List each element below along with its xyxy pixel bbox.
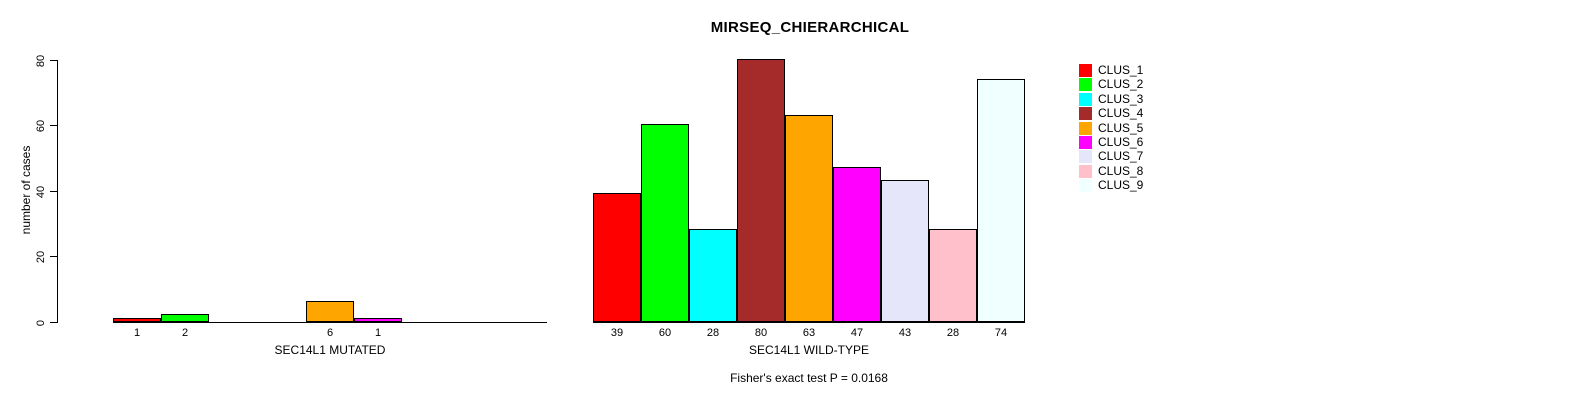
y-axis-tick xyxy=(50,125,57,126)
mutated-xlabel: SEC14L1 MUTATED xyxy=(274,343,386,357)
legend-label: CLUS_1 xyxy=(1098,63,1144,77)
bar-clus_6 xyxy=(833,167,881,322)
bar-value-label: 1 xyxy=(374,327,382,339)
chart-title: MIRSEQ_CHIERARCHICAL xyxy=(710,19,910,36)
legend-item: CLUS_6 xyxy=(1079,134,1144,149)
legend-swatch xyxy=(1079,121,1092,135)
bar-value-label: 2 xyxy=(181,327,189,339)
legend-label: CLUS_9 xyxy=(1098,178,1144,193)
bar-clus_6 xyxy=(354,318,402,322)
bar-clus_9 xyxy=(977,79,1025,322)
y-axis-tick-label: 60 xyxy=(35,119,47,132)
bar-clus_2 xyxy=(161,314,209,322)
bar-clus_1 xyxy=(593,193,641,322)
y-axis-tick xyxy=(50,191,57,192)
legend-item: CLUS_9 xyxy=(1079,178,1144,193)
legend-swatch xyxy=(1079,164,1092,178)
y-axis-tick xyxy=(50,256,57,257)
legend-label: CLUS_6 xyxy=(1098,134,1144,149)
legend-swatch xyxy=(1079,150,1092,164)
legend-label: CLUS_5 xyxy=(1098,120,1144,135)
legend-item: CLUS_1 xyxy=(1079,64,1143,77)
legend: CLUS_1 CLUS_2 CLUS_3 CLUS_4 CLUS_5 CLUS_6 CLUS… xyxy=(1079,64,1143,194)
legend-swatch xyxy=(1079,78,1092,92)
bar-value-label: 6 xyxy=(326,327,334,339)
legend-swatch xyxy=(1079,107,1092,121)
bar-clus_4 xyxy=(737,59,785,322)
bar-value-label: 43 xyxy=(898,327,912,339)
bar-value-label: 80 xyxy=(754,327,768,339)
legend-label: CLUS_3 xyxy=(1098,91,1144,106)
bar-clus_8 xyxy=(929,229,977,322)
y-axis-tick-label: 80 xyxy=(35,54,47,67)
y-axis-label: number of cases xyxy=(19,145,33,235)
legend-label: CLUS_8 xyxy=(1098,163,1144,178)
y-axis-tick-label: 20 xyxy=(35,250,47,263)
bar-clus_5 xyxy=(785,115,833,322)
bar-clus_5 xyxy=(306,301,354,322)
wildtype-barplot xyxy=(593,59,1025,323)
bar-value-label: 60 xyxy=(658,327,672,339)
bar-value-label: 1 xyxy=(133,327,141,339)
legend-item: CLUS_5 xyxy=(1079,120,1144,135)
legend-swatch xyxy=(1079,179,1092,193)
legend-label: CLUS_2 xyxy=(1098,77,1144,92)
bar-value-label: 28 xyxy=(706,327,720,339)
legend-swatch xyxy=(1079,135,1092,149)
bar-clus_7 xyxy=(881,180,929,322)
legend-item: CLUS_8 xyxy=(1079,163,1144,178)
y-axis-tick-label: 0 xyxy=(35,319,47,326)
bar-clus_2 xyxy=(641,124,689,322)
y-axis-tick-label: 40 xyxy=(35,185,47,198)
legend-item: CLUS_7 xyxy=(1079,149,1144,164)
legend-swatch xyxy=(1079,92,1092,106)
legend-swatch xyxy=(1079,64,1092,77)
fisher-test-note: Fisher's exact test P = 0.0168 xyxy=(730,371,888,385)
y-axis-line xyxy=(57,60,58,323)
bar-value-label: 74 xyxy=(994,327,1008,339)
wildtype-xlabel: SEC14L1 WILD-TYPE xyxy=(748,343,870,357)
legend-item: CLUS_2 xyxy=(1079,77,1144,92)
bar-value-label: 63 xyxy=(802,327,816,339)
y-axis-tick xyxy=(50,322,57,323)
legend-item: CLUS_4 xyxy=(1079,106,1144,121)
legend-label: CLUS_7 xyxy=(1098,149,1144,164)
bar-value-label: 47 xyxy=(850,327,864,339)
bar-clus_3 xyxy=(689,229,737,322)
bar-value-label: 28 xyxy=(946,327,960,339)
legend-item: CLUS_3 xyxy=(1079,91,1144,106)
bar-clus_1 xyxy=(113,318,161,322)
y-axis-tick xyxy=(50,60,57,61)
mutated-barplot xyxy=(113,59,547,323)
legend-label: CLUS_4 xyxy=(1098,106,1144,121)
bar-value-label: 39 xyxy=(610,327,624,339)
